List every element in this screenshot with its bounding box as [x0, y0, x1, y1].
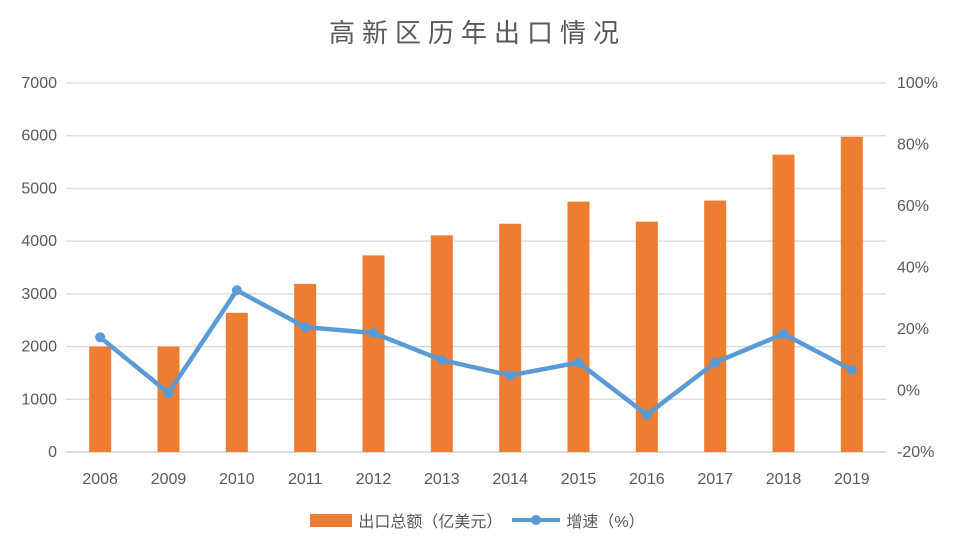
left-axis-tick: 5000: [21, 180, 57, 197]
left-axis-tick: 1000: [21, 391, 57, 408]
bar-2012: [362, 255, 385, 452]
bar-2016: [635, 221, 658, 452]
line-series-swatch-icon: [512, 515, 561, 525]
bar-2008: [89, 346, 112, 452]
x-axis-label-2011: 2011: [288, 471, 323, 488]
line-marker-2016: [641, 409, 652, 420]
x-axis-label-2014: 2014: [492, 471, 528, 488]
legend-item-exports: 出口总额（亿美元）: [310, 508, 502, 532]
line-marker-2010: [231, 285, 242, 296]
bar-2015: [567, 201, 590, 452]
line-marker-2012: [368, 327, 379, 338]
x-axis-label-2018: 2018: [766, 471, 802, 488]
x-axis-label-2015: 2015: [561, 471, 597, 488]
x-axis-label-2010: 2010: [219, 471, 255, 488]
line-marker-2011: [300, 322, 311, 333]
bar-2017: [704, 200, 727, 452]
line-marker-2018: [778, 328, 789, 339]
left-axis-tick: 7000: [21, 75, 57, 92]
right-axis-tick: 60%: [897, 198, 929, 215]
left-axis-tick: 0: [48, 444, 57, 461]
chart-title: 高新区历年出口情况: [328, 19, 626, 49]
x-axis-label-2009: 2009: [151, 471, 187, 488]
line-marker-2008: [95, 332, 106, 343]
line-marker-2019: [846, 364, 857, 375]
right-axis-tick: 100%: [897, 75, 938, 92]
growth-line: [97, 288, 855, 418]
right-axis-tick: 80%: [897, 137, 929, 154]
left-axis-tick: 2000: [21, 339, 57, 356]
bar-2018: [772, 154, 795, 453]
bar-series-swatch-icon: [310, 513, 353, 527]
x-axis-label-2019: 2019: [834, 471, 870, 488]
left-axis-tick: 3000: [21, 286, 57, 303]
right-axis-tick: 0%: [897, 383, 920, 400]
left-axis-tick: 6000: [21, 128, 57, 145]
x-axis-label-2016: 2016: [629, 471, 665, 488]
legend-label-growth: 增速（%）: [566, 514, 645, 531]
x-axis-label-2008: 2008: [82, 471, 118, 488]
line-marker-2009: [163, 387, 174, 398]
bar-2019: [840, 136, 863, 453]
right-axis-tick: 40%: [897, 260, 929, 277]
legend-item-growth: 增速（%）: [512, 508, 645, 532]
x-axis-label-2013: 2013: [424, 471, 460, 488]
bar-2010: [225, 312, 248, 452]
legend: 出口总额（亿美元） 增速（%）: [0, 508, 955, 532]
bar-2014: [499, 223, 522, 452]
left-axis-tick: 4000: [21, 233, 57, 250]
line-marker-2017: [710, 357, 721, 368]
bar-2011: [294, 283, 317, 452]
x-axis-label-2012: 2012: [356, 471, 392, 488]
line-marker-2014: [505, 370, 516, 381]
right-axis-tick: 20%: [897, 321, 929, 338]
bar-2009: [157, 346, 180, 452]
legend-label-exports: 出口总额（亿美元）: [358, 514, 503, 531]
right-axis-tick: -20%: [897, 444, 934, 461]
bar-2013: [430, 235, 453, 452]
line-marker-2013: [436, 355, 447, 366]
x-axis-label-2017: 2017: [697, 471, 733, 488]
line-marker-2015: [573, 357, 584, 368]
